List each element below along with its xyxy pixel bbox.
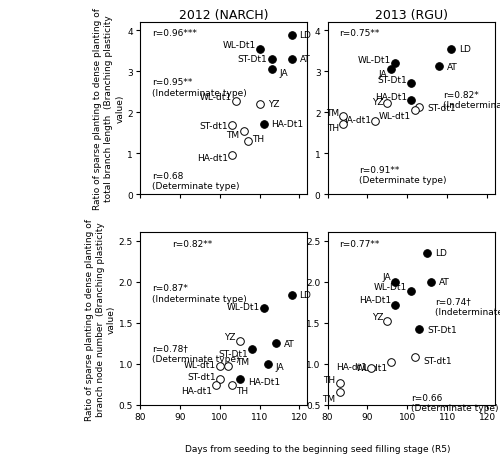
Text: AT: AT	[439, 278, 450, 287]
Text: WL-Dt1: WL-Dt1	[222, 41, 256, 50]
Text: TH: TH	[328, 124, 340, 133]
Text: ST-Dt1: ST-Dt1	[238, 55, 268, 64]
Text: ST-Dt1: ST-Dt1	[378, 76, 408, 85]
Text: YZ: YZ	[268, 100, 279, 109]
Text: LD: LD	[459, 45, 471, 54]
Text: r=0.91**
(Determinate type): r=0.91** (Determinate type)	[360, 166, 447, 185]
Text: TM: TM	[326, 109, 340, 118]
Text: LD: LD	[300, 291, 312, 299]
Text: WL-Dt1: WL-Dt1	[374, 283, 408, 291]
Text: r=0.78†
(Determinate type): r=0.78† (Determinate type)	[152, 344, 240, 363]
Text: r=0.77**: r=0.77**	[340, 239, 380, 248]
Text: r=0.74†
(Indeterminate type): r=0.74† (Indeterminate type)	[435, 297, 500, 316]
Text: ST-dt1: ST-dt1	[187, 373, 216, 382]
Text: WL-dt1: WL-dt1	[355, 364, 388, 373]
Text: AT: AT	[447, 62, 458, 71]
Title: 2013 (RGU): 2013 (RGU)	[375, 9, 448, 21]
Text: r=0.68
(Determinate type): r=0.68 (Determinate type)	[152, 171, 240, 191]
Text: YZ: YZ	[372, 97, 384, 106]
Text: YZ: YZ	[372, 313, 384, 322]
Text: AT: AT	[300, 55, 310, 64]
Text: ST-dt1: ST-dt1	[423, 356, 452, 365]
Text: ST-Dt1: ST-Dt1	[218, 349, 248, 359]
Text: HA-dt1: HA-dt1	[181, 387, 212, 395]
Text: ST-dt1: ST-dt1	[427, 104, 456, 112]
Text: TM: TM	[322, 394, 336, 403]
Text: YZ: YZ	[224, 333, 235, 341]
Text: JA: JA	[378, 70, 388, 78]
Text: HA-Dt1: HA-Dt1	[272, 120, 304, 129]
Text: r=0.66
(Determinate type): r=0.66 (Determinate type)	[412, 393, 499, 412]
Text: WL-Dt1: WL-Dt1	[358, 56, 392, 65]
Text: TH: TH	[324, 375, 336, 384]
Text: r=0.82**: r=0.82**	[172, 239, 212, 248]
Text: r=0.75**: r=0.75**	[340, 29, 380, 38]
Text: HA-Dt1: HA-Dt1	[359, 296, 392, 304]
Text: r=0.96***: r=0.96***	[152, 29, 197, 38]
Text: TH: TH	[252, 134, 264, 143]
Text: HA-Dt1: HA-Dt1	[248, 377, 280, 386]
Text: TH: TH	[236, 387, 248, 395]
Y-axis label: Ratio of sparse planting to dense planting of
branch node number  (Branching pla: Ratio of sparse planting to dense planti…	[84, 218, 116, 420]
Text: HA-dt1: HA-dt1	[336, 362, 368, 371]
Text: TM: TM	[226, 131, 239, 140]
Text: HA-dt1: HA-dt1	[340, 116, 372, 124]
Text: HA-dt1: HA-dt1	[196, 153, 228, 162]
Text: ST-dt1: ST-dt1	[199, 121, 228, 131]
Y-axis label: Ratio of sparse planting to dense planting of
total branch length  (Branching pl: Ratio of sparse planting to dense planti…	[94, 8, 124, 210]
Text: TM: TM	[236, 357, 249, 366]
Text: WL-dt1: WL-dt1	[379, 111, 412, 120]
Text: WL-dt1: WL-dt1	[200, 93, 232, 102]
Text: JA: JA	[280, 69, 288, 78]
Text: LD: LD	[300, 31, 312, 40]
Text: WL-dt1: WL-dt1	[184, 360, 216, 369]
Text: r=0.95**
(Indeterminate type): r=0.95** (Indeterminate type)	[152, 78, 246, 97]
Text: JA: JA	[276, 362, 284, 371]
Text: HA-Dt1: HA-Dt1	[375, 93, 408, 102]
Text: LD: LD	[435, 249, 447, 258]
Text: WL-Dt1: WL-Dt1	[226, 302, 260, 311]
Text: r=0.87*
(Indeterminate type): r=0.87* (Indeterminate type)	[152, 283, 246, 303]
Text: AT: AT	[284, 339, 294, 348]
Text: JA: JA	[382, 273, 392, 282]
Title: 2012 (NARCH): 2012 (NARCH)	[179, 9, 268, 21]
Text: ST-Dt1: ST-Dt1	[427, 325, 457, 334]
Text: r=0.82*
(Indeterminate type): r=0.82* (Indeterminate type)	[443, 91, 500, 110]
Text: Days from seeding to the beginning seed filling stage (R5): Days from seeding to the beginning seed …	[185, 444, 450, 453]
